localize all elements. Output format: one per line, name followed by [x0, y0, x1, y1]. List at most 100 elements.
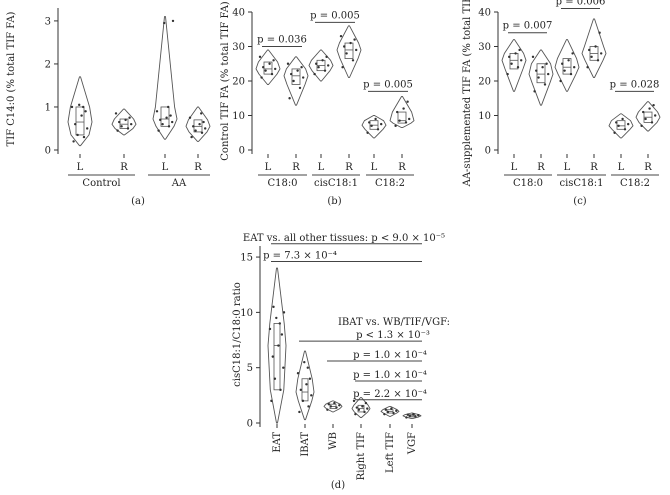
data-point	[292, 79, 295, 83]
group-label: C18:2	[375, 178, 405, 189]
data-point	[408, 414, 412, 418]
data-point	[275, 316, 278, 320]
data-point	[161, 122, 164, 126]
data-point	[408, 117, 411, 121]
data-point	[383, 412, 386, 416]
chart-panel-4: 0 5 10 15 cisC18:1/C18:0 ratio EAT IBAT WB Right…	[232, 233, 450, 491]
data-point	[547, 72, 550, 76]
violin-1	[255, 49, 281, 85]
violin-3	[152, 16, 178, 140]
violin-1	[267, 267, 287, 424]
violin-2	[111, 108, 137, 136]
iqr-box	[616, 120, 626, 130]
data-point	[640, 124, 643, 128]
violin-5	[380, 405, 400, 417]
y-tick-label: 20	[232, 77, 245, 88]
data-point	[268, 62, 271, 65]
data-point	[298, 410, 301, 414]
category-label: EAT	[272, 432, 283, 453]
annotation-text: p < 1.3 × 10⁻³	[356, 330, 430, 341]
data-point	[282, 311, 286, 314]
violin-shape	[111, 108, 137, 136]
y-tick-label: 30	[232, 42, 245, 53]
data-point	[194, 129, 197, 132]
data-point	[588, 48, 591, 52]
data-point	[537, 76, 540, 79]
category-label: Left TIF	[385, 432, 396, 473]
data-point	[363, 410, 366, 414]
data-point	[571, 52, 574, 55]
data-point	[296, 372, 300, 375]
violin-shape	[152, 16, 178, 140]
category-label: L	[618, 162, 625, 173]
iqr-box	[291, 68, 301, 85]
annotation-text: p = 0.005	[310, 10, 360, 21]
data-point	[317, 66, 320, 69]
annotation-text: p = 1.0 × 10⁻⁴	[353, 370, 427, 381]
data-point	[280, 333, 284, 336]
data-point	[271, 355, 274, 358]
data-point	[270, 399, 273, 403]
violin-shape	[283, 56, 309, 106]
y-axis-label: TIF C14:0 (% total TIF FA)	[6, 11, 17, 146]
data-point	[650, 121, 654, 124]
category-label: L	[371, 162, 378, 173]
data-point	[652, 103, 655, 107]
violin-2	[283, 56, 309, 106]
y-tick-label: 10	[478, 111, 491, 122]
data-point	[74, 122, 77, 126]
data-point	[258, 55, 262, 59]
data-point	[333, 401, 336, 405]
data-point	[260, 76, 263, 79]
data-point	[268, 327, 272, 331]
data-point	[654, 114, 657, 117]
data-point	[395, 409, 398, 413]
data-point	[298, 86, 302, 90]
group-label: cisC18:1	[559, 178, 603, 189]
data-point	[586, 66, 589, 69]
data-point	[262, 66, 265, 69]
iqr-box	[119, 118, 129, 129]
data-point	[303, 360, 306, 364]
annotation-text: p = 1.0 × 10⁻⁴	[353, 350, 427, 361]
violin-4	[336, 25, 362, 78]
data-point	[364, 401, 368, 405]
iqr-box	[509, 53, 519, 70]
violin-shape	[255, 49, 281, 85]
y-tick-label: 0	[247, 419, 253, 430]
data-point	[545, 62, 548, 65]
violin-shape	[295, 350, 315, 421]
data-point	[124, 118, 127, 122]
data-point	[329, 405, 333, 408]
group-label: C18:0	[513, 178, 543, 189]
data-point	[533, 90, 536, 93]
data-point	[301, 399, 305, 403]
category-label: R	[345, 162, 353, 173]
category-label: R	[398, 162, 406, 173]
violin-4	[351, 397, 371, 418]
data-point	[366, 407, 369, 410]
violin-6	[635, 101, 661, 132]
data-point	[374, 117, 377, 121]
y-tick-label: 40	[478, 8, 491, 19]
data-point	[531, 55, 535, 59]
data-point	[323, 69, 327, 72]
data-point	[120, 125, 123, 128]
data-point	[286, 62, 290, 65]
data-point	[190, 135, 193, 139]
data-point	[402, 107, 405, 110]
annotation-text: p = 0.006	[556, 0, 606, 8]
violin-2	[528, 49, 554, 106]
data-point	[274, 67, 277, 71]
data-point	[116, 129, 119, 132]
data-point	[155, 110, 159, 113]
group-label: cisC18:1	[314, 178, 358, 189]
category-label: L	[318, 162, 325, 173]
category-label: WB	[328, 432, 339, 450]
data-point	[414, 415, 417, 418]
violin-shape	[185, 106, 211, 142]
y-tick-label: 20	[478, 77, 491, 88]
data-point	[541, 66, 544, 69]
